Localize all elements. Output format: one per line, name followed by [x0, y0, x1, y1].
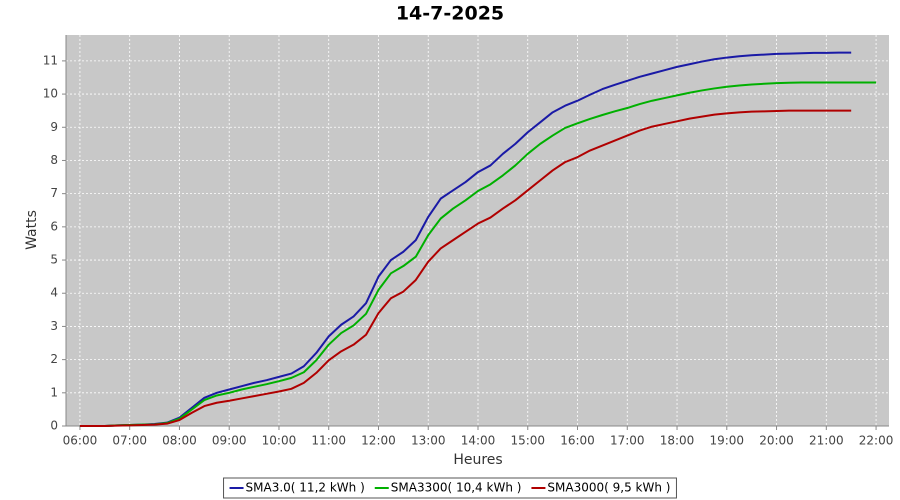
x-tick-label: 16:00: [560, 434, 595, 448]
series-line: [79, 109, 852, 427]
x-axis-title: Heures: [453, 452, 502, 468]
x-tick-label: 15:00: [510, 434, 545, 448]
plot-area: [66, 35, 889, 426]
chart-title: 14-7-2025: [396, 3, 504, 25]
y-tick-label: 8: [50, 153, 58, 167]
legend-box: [223, 477, 677, 499]
y-tick-label: 4: [50, 286, 58, 300]
y-tick-label: 6: [50, 219, 58, 233]
y-tick-label: 3: [50, 319, 58, 333]
y-tick-label: 5: [50, 253, 58, 267]
legend: SMA3.0( 11,2 kWh ) SMA3300( 10,4 kWh ) SMA…: [223, 477, 677, 499]
y-tick-label: 1: [50, 385, 58, 399]
legend-label: SMA3.0( 11,2 kWh ): [246, 481, 365, 495]
y-tick-label: 9: [50, 120, 58, 134]
series-line: [79, 81, 877, 427]
x-tick-label: 22:00: [859, 434, 894, 448]
x-tick-label: 19:00: [709, 434, 744, 448]
x-tick-label: 20:00: [759, 434, 794, 448]
legend-label: SMA3000( 9,5 kWh ): [547, 481, 670, 495]
y-tick-label: 10: [43, 87, 58, 101]
x-tick-label: 06:00: [63, 434, 98, 448]
y-tick-label: 2: [50, 352, 58, 366]
x-tick-label: 14:00: [461, 434, 496, 448]
y-tick-label: 11: [43, 53, 58, 67]
x-tick-label: 10:00: [262, 434, 297, 448]
series-line: [79, 51, 852, 427]
x-tick-label: 12:00: [361, 434, 396, 448]
x-tick-label: 07:00: [112, 434, 147, 448]
y-axis-title: Watts: [24, 210, 40, 250]
x-tick-label: 18:00: [660, 434, 695, 448]
legend-label: SMA3300( 10,4 kWh ): [391, 481, 522, 495]
x-tick-label: 08:00: [162, 434, 197, 448]
x-tick-label: 21:00: [809, 434, 844, 448]
x-tick-label: 09:00: [212, 434, 247, 448]
x-tick-label: 11:00: [311, 434, 346, 448]
y-tick-label: 7: [50, 186, 58, 200]
x-tick-label: 13:00: [411, 434, 446, 448]
x-tick-label: 17:00: [610, 434, 645, 448]
y-tick-label: 0: [50, 419, 58, 433]
